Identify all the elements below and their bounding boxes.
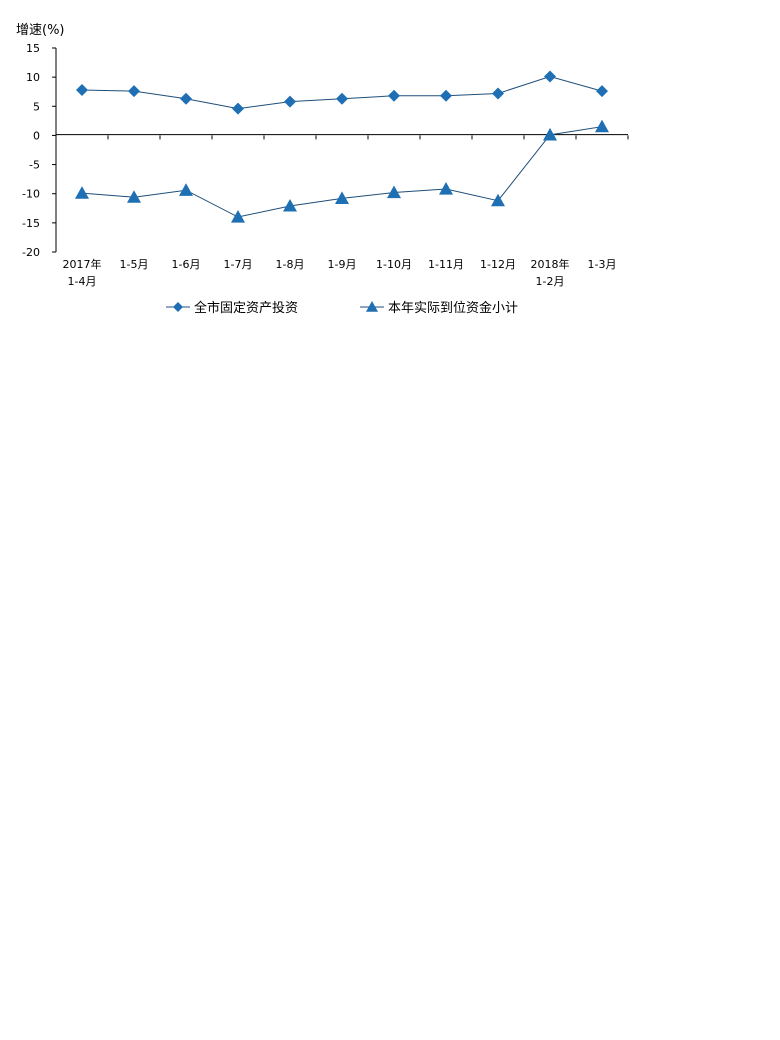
data-point-series-1 [596, 85, 608, 98]
x-tick-label: 1-6月 [172, 258, 201, 271]
y-tick-label: -5 [29, 159, 40, 172]
x-tick-label: 1-12月 [480, 258, 516, 271]
data-point-series-1 [128, 85, 140, 98]
data-point-series-1 [284, 95, 296, 108]
x-tick-label: 2017年 1-4月 [63, 257, 102, 288]
y-axis-title: 增速(%) [16, 23, 65, 38]
x-tick-label: 1-7月 [224, 258, 253, 271]
data-point-series-2 [335, 191, 349, 204]
y-tick-label: -10 [22, 188, 40, 201]
data-point-series-2 [595, 119, 609, 133]
legend-label-2: 本年实际到位资金小计 [388, 300, 518, 316]
data-point-series-1 [232, 102, 244, 115]
legend-marker-1 [173, 302, 183, 312]
data-point-series-1 [180, 92, 192, 105]
x-tick-label: 1-5月 [120, 258, 149, 271]
x-tick-label: 1-11月 [428, 258, 464, 271]
data-point-series-1 [440, 89, 452, 102]
data-point-series-2 [179, 183, 193, 196]
data-point-series-2 [283, 198, 297, 212]
y-tick-label: -20 [22, 246, 40, 259]
data-point-series-2 [127, 190, 141, 203]
series-layer [75, 70, 609, 223]
x-tick-label: 2018年 1-2月 [531, 257, 570, 288]
y-tick-label: -15 [22, 217, 40, 230]
data-point-series-2 [439, 182, 453, 195]
data-point-series-2 [231, 210, 245, 223]
data-point-series-1 [544, 70, 556, 83]
x-axis-ticks: 2017年 1-4月 1-5月 1-6月 1-7月 1-8月 1-9月 1-10月 1-11月 1… [55, 135, 629, 288]
legend-marker-2 [366, 301, 378, 312]
data-point-series-2 [387, 185, 401, 199]
data-point-series-1 [492, 87, 504, 100]
legend-label-1: 全市固定资产投资 [194, 300, 298, 316]
x-tick-label: 1-8月 [276, 258, 305, 271]
data-point-series-2 [491, 193, 505, 207]
data-point-series-2 [543, 127, 557, 141]
x-tick-label: 1-9月 [328, 258, 357, 271]
data-point-series-1 [388, 89, 400, 102]
y-tick-label: 15 [26, 42, 40, 55]
y-tick-label: 10 [26, 71, 40, 84]
data-point-series-1 [336, 92, 348, 105]
y-tick-label: 0 [33, 129, 40, 142]
legend: 全市固定资产投资 本年实际到位资金小计 [166, 300, 518, 316]
x-tick-label: 1-3月 [588, 258, 617, 271]
line-chart: 增速(%) 15 10 5 0 -5 -10 -15 -20 2017年 1-4月 1-5月 1-6… [16, 23, 629, 316]
y-axis-ticks: 15 10 5 0 -5 -10 -15 -20 [22, 42, 56, 259]
data-point-series-1 [76, 83, 88, 96]
x-tick-label: 1-10月 [376, 258, 412, 271]
y-tick-label: 5 [33, 100, 40, 113]
data-point-series-2 [75, 186, 89, 199]
